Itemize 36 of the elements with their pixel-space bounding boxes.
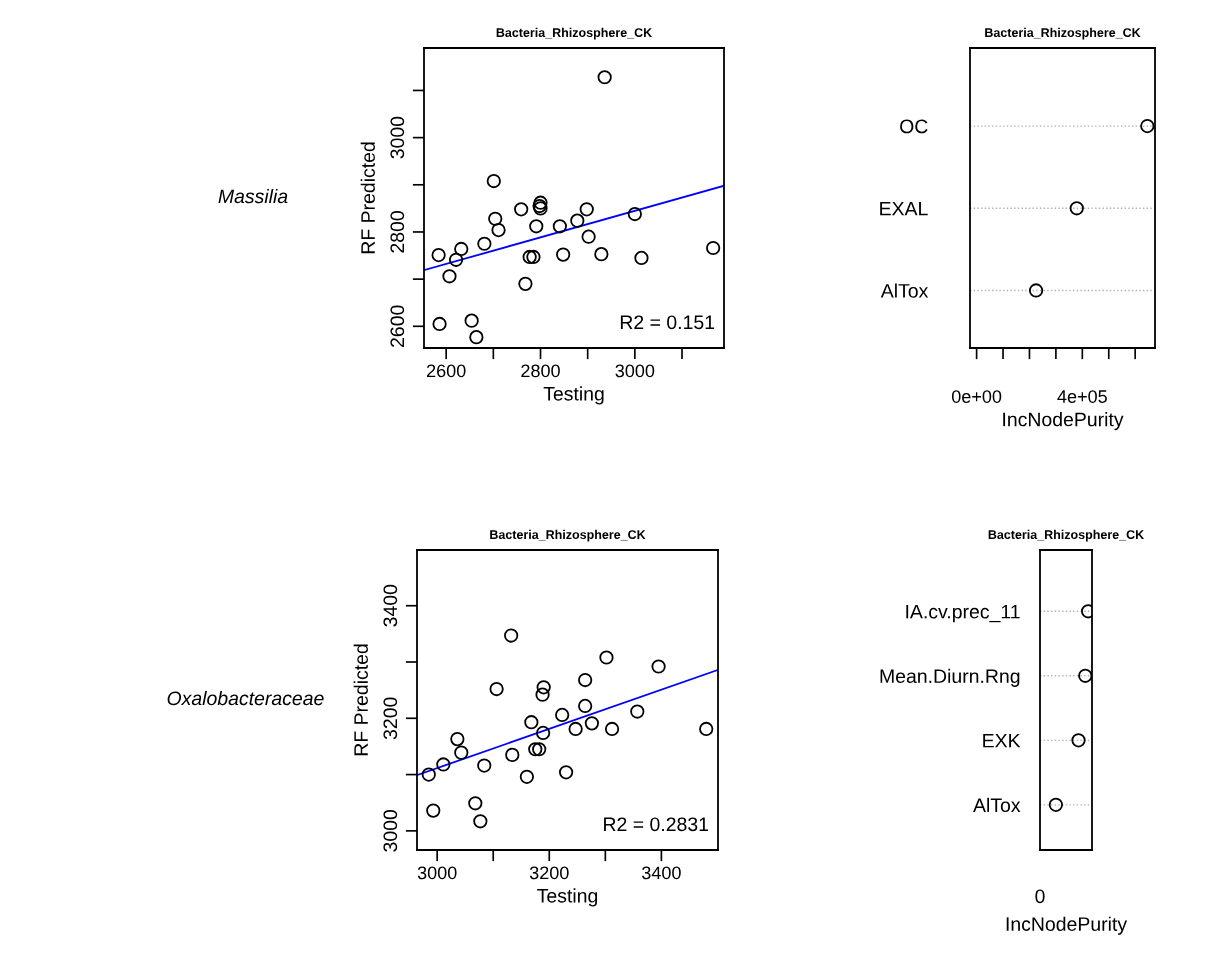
x-tick-label: 2600 bbox=[427, 364, 466, 378]
x-tick-label: 4e+05 bbox=[1057, 390, 1107, 403]
chart-title: Bacteria_Rhizosphere_CK bbox=[985, 27, 1141, 40]
chart-title: Bacteria_Rhizosphere_CK bbox=[496, 27, 653, 40]
x-tick-label: 2800 bbox=[521, 364, 560, 378]
text: Massilia bbox=[218, 188, 288, 204]
y-tick-label: EXAL bbox=[880, 201, 928, 216]
x-axis-title: IncNodePurity bbox=[1003, 412, 1124, 431]
y-tick-label: 2600 bbox=[390, 305, 405, 347]
y-tick-label: IA.cv.prec_11 bbox=[906, 604, 1020, 623]
y-tick-label: EXK bbox=[983, 733, 1021, 748]
x-tick-label: 3400 bbox=[641, 866, 681, 880]
x-axis-title: Testing bbox=[543, 386, 604, 405]
x-tick-label: 3200 bbox=[529, 866, 569, 880]
y-tick-label: 2800 bbox=[390, 211, 405, 253]
y-tick-label: Mean.Diurn.Rng bbox=[880, 668, 1020, 687]
y-axis-title: RF Predicted bbox=[353, 644, 368, 756]
annotation: R2 = 0.2831 bbox=[604, 817, 709, 832]
y-tick-label: 3400 bbox=[383, 584, 398, 627]
y-tick-label: OC bbox=[900, 119, 928, 134]
x-axis-title: IncNodePurity bbox=[1006, 916, 1128, 935]
x-tick-label: 3000 bbox=[615, 364, 655, 378]
text: 0 bbox=[1035, 889, 1045, 904]
chart-title: Bacteria_Rhizosphere_CK bbox=[490, 529, 646, 542]
chart-title: Bacteria_Rhizosphere_CK bbox=[988, 529, 1145, 542]
x-tick-label: 3000 bbox=[417, 866, 457, 880]
y-tick-label: AlTox bbox=[880, 283, 929, 298]
y-tick-label: 3000 bbox=[390, 116, 405, 159]
y-tick-label: 3000 bbox=[383, 809, 398, 852]
x-axis-title: Testing bbox=[537, 888, 598, 907]
annotation: R2 = 0.151 bbox=[620, 315, 715, 330]
text: Oxalobacteraceae bbox=[167, 690, 324, 706]
y-tick-label: AlTox bbox=[973, 797, 1021, 813]
x-tick-label: 0e+00 bbox=[951, 390, 1002, 403]
y-tick-label: 3200 bbox=[383, 697, 398, 740]
y-axis-title: RF Predicted bbox=[360, 142, 375, 254]
